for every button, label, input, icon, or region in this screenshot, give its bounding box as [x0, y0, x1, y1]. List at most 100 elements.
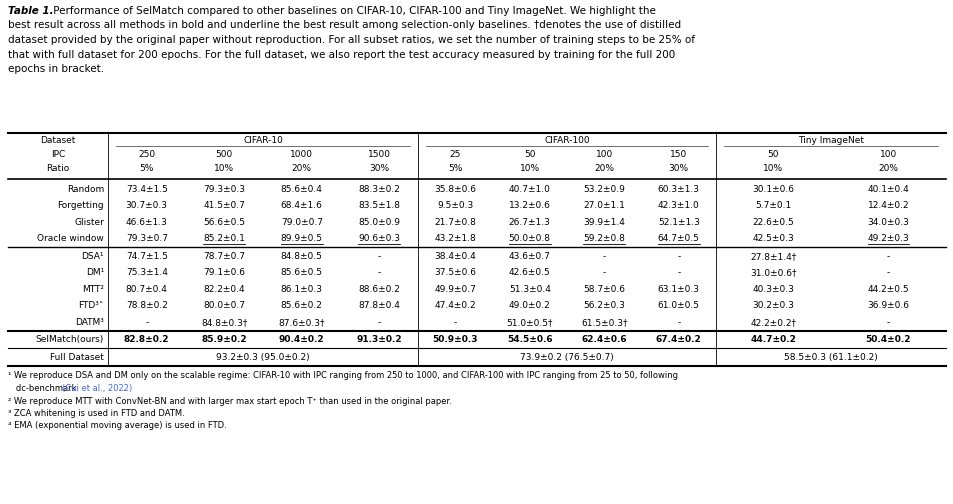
Text: MTT²: MTT²: [82, 285, 104, 294]
Text: 58.5±0.3 (61.1±0.2): 58.5±0.3 (61.1±0.2): [783, 353, 877, 362]
Text: 30%: 30%: [668, 164, 688, 173]
Text: -: -: [886, 268, 889, 277]
Text: 40.3±0.3: 40.3±0.3: [752, 285, 794, 294]
Text: 5%: 5%: [139, 164, 153, 173]
Text: that with full dataset for 200 epochs. For the full dataset, we also report the : that with full dataset for 200 epochs. F…: [8, 49, 675, 59]
Text: 59.2±0.8: 59.2±0.8: [582, 234, 624, 243]
Text: 37.5±0.6: 37.5±0.6: [434, 268, 476, 277]
Text: 89.9±0.5: 89.9±0.5: [280, 234, 322, 243]
Text: 40.1±0.4: 40.1±0.4: [866, 185, 908, 194]
Text: 88.6±0.2: 88.6±0.2: [358, 285, 399, 294]
Text: 73.4±1.5: 73.4±1.5: [126, 185, 168, 194]
Text: .: .: [122, 384, 125, 393]
Text: 85.6±0.2: 85.6±0.2: [280, 301, 322, 310]
Text: 85.6±0.5: 85.6±0.5: [280, 268, 322, 277]
Text: Performance of SelMatch compared to other baselines on CIFAR-10, CIFAR-100 and T: Performance of SelMatch compared to othe…: [50, 6, 656, 16]
Text: 79.0±0.7: 79.0±0.7: [280, 218, 322, 227]
Text: 85.0±0.9: 85.0±0.9: [358, 218, 400, 227]
Text: 50.0±0.8: 50.0±0.8: [508, 234, 550, 243]
Text: 60.3±1.3: 60.3±1.3: [657, 185, 699, 194]
Text: -: -: [377, 318, 380, 327]
Text: 74.7±1.5: 74.7±1.5: [126, 252, 168, 261]
Text: 42.6±0.5: 42.6±0.5: [508, 268, 550, 277]
Text: 1000: 1000: [290, 150, 313, 159]
Text: -: -: [602, 252, 605, 261]
Text: 53.2±0.9: 53.2±0.9: [582, 185, 624, 194]
Text: 85.9±0.2: 85.9±0.2: [201, 335, 247, 344]
Text: 30.1±0.6: 30.1±0.6: [752, 185, 794, 194]
Text: -: -: [677, 318, 679, 327]
Text: 49.2±0.3: 49.2±0.3: [866, 234, 908, 243]
Text: -: -: [677, 268, 679, 277]
Text: 61.0±0.5: 61.0±0.5: [657, 301, 699, 310]
Text: dataset provided by the original paper without reproduction. For all subset rati: dataset provided by the original paper w…: [8, 35, 695, 45]
Text: 41.5±0.7: 41.5±0.7: [203, 201, 245, 210]
Text: 22.6±0.5: 22.6±0.5: [752, 218, 794, 227]
Text: 84.8±0.3†: 84.8±0.3†: [201, 318, 247, 327]
Text: Table 1.: Table 1.: [8, 6, 53, 16]
Text: DATM³: DATM³: [75, 318, 104, 327]
Text: 82.8±0.2: 82.8±0.2: [124, 335, 170, 344]
Text: 20%: 20%: [878, 164, 898, 173]
Text: 54.5±0.6: 54.5±0.6: [506, 335, 552, 344]
Text: 27.0±1.1: 27.0±1.1: [582, 201, 624, 210]
Text: 40.7±1.0: 40.7±1.0: [508, 185, 550, 194]
Text: 10%: 10%: [762, 164, 782, 173]
Text: -: -: [453, 318, 456, 327]
Text: 61.5±0.3†: 61.5±0.3†: [580, 318, 627, 327]
Text: 42.3±1.0: 42.3±1.0: [658, 201, 699, 210]
Text: ⁴ EMA (exponential moving average) is used in FTD.: ⁴ EMA (exponential moving average) is us…: [8, 421, 227, 430]
Text: ³ ZCA whitening is used in FTD and DATM.: ³ ZCA whitening is used in FTD and DATM.: [8, 409, 185, 418]
Text: 56.2±0.3: 56.2±0.3: [582, 301, 624, 310]
Text: 38.4±0.4: 38.4±0.4: [434, 252, 476, 261]
Text: 79.3±0.3: 79.3±0.3: [203, 185, 245, 194]
Text: 31.0±0.6†: 31.0±0.6†: [749, 268, 796, 277]
Text: Full Dataset: Full Dataset: [51, 353, 104, 362]
Text: 84.8±0.5: 84.8±0.5: [280, 252, 322, 261]
Text: 56.6±0.5: 56.6±0.5: [203, 218, 245, 227]
Text: (Cui et al., 2022): (Cui et al., 2022): [62, 384, 132, 393]
Text: 42.2±0.2†: 42.2±0.2†: [750, 318, 796, 327]
Text: Oracle window: Oracle window: [37, 234, 104, 243]
Text: 51.0±0.5†: 51.0±0.5†: [506, 318, 553, 327]
Text: 79.1±0.6: 79.1±0.6: [203, 268, 245, 277]
Text: 50: 50: [767, 150, 779, 159]
Text: -: -: [886, 318, 889, 327]
Text: 5.7±0.1: 5.7±0.1: [755, 201, 791, 210]
Text: 50.4±0.2: 50.4±0.2: [864, 335, 910, 344]
Text: 86.1±0.3: 86.1±0.3: [280, 285, 322, 294]
Text: 64.7±0.5: 64.7±0.5: [658, 234, 699, 243]
Text: 49.9±0.7: 49.9±0.7: [434, 285, 476, 294]
Text: -: -: [886, 252, 889, 261]
Text: 100: 100: [595, 150, 612, 159]
Text: 26.7±1.3: 26.7±1.3: [508, 218, 550, 227]
Text: 13.2±0.6: 13.2±0.6: [508, 201, 550, 210]
Text: 27.8±1.4†: 27.8±1.4†: [750, 252, 796, 261]
Text: 52.1±1.3: 52.1±1.3: [658, 218, 699, 227]
Text: IPC: IPC: [51, 150, 65, 159]
Text: 58.7±0.6: 58.7±0.6: [582, 285, 624, 294]
Text: 21.7±0.8: 21.7±0.8: [434, 218, 476, 227]
Text: 10%: 10%: [214, 164, 234, 173]
Text: -: -: [145, 318, 149, 327]
Text: Forgetting: Forgetting: [57, 201, 104, 210]
Text: 39.9±1.4: 39.9±1.4: [582, 218, 624, 227]
Text: Glister: Glister: [74, 218, 104, 227]
Text: 85.6±0.4: 85.6±0.4: [280, 185, 322, 194]
Text: 80.7±0.4: 80.7±0.4: [126, 285, 168, 294]
Text: 67.4±0.2: 67.4±0.2: [655, 335, 700, 344]
Text: 44.2±0.5: 44.2±0.5: [867, 285, 908, 294]
Text: 88.3±0.2: 88.3±0.2: [358, 185, 399, 194]
Text: 46.6±1.3: 46.6±1.3: [126, 218, 168, 227]
Text: 93.2±0.3 (95.0±0.2): 93.2±0.3 (95.0±0.2): [216, 353, 310, 362]
Text: 51.3±0.4: 51.3±0.4: [508, 285, 550, 294]
Text: 49.0±0.2: 49.0±0.2: [508, 301, 550, 310]
Text: -: -: [377, 268, 380, 277]
Text: 87.6±0.3†: 87.6±0.3†: [278, 318, 325, 327]
Text: 36.9±0.6: 36.9±0.6: [866, 301, 908, 310]
Text: 47.4±0.2: 47.4±0.2: [434, 301, 476, 310]
Text: 250: 250: [138, 150, 155, 159]
Text: 91.3±0.2: 91.3±0.2: [356, 335, 401, 344]
Text: 79.3±0.7: 79.3±0.7: [126, 234, 168, 243]
Text: 43.2±1.8: 43.2±1.8: [434, 234, 476, 243]
